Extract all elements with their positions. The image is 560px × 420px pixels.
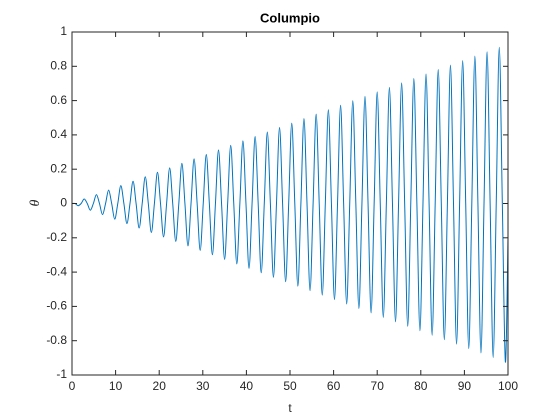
y-tick-label: 0.4 xyxy=(50,127,67,141)
x-tick-label: 90 xyxy=(458,379,472,393)
x-tick-label: 80 xyxy=(414,379,428,393)
x-axis-label: t xyxy=(288,401,292,415)
y-tick-label: -0.2 xyxy=(46,230,67,244)
y-tick-label: -0.4 xyxy=(46,264,67,278)
y-tick-label: 0.6 xyxy=(50,93,67,107)
plot-area xyxy=(72,32,508,375)
y-tick-label: 1 xyxy=(60,24,67,38)
x-tick-label: 10 xyxy=(109,379,123,393)
x-tick-label: 30 xyxy=(196,379,210,393)
y-tick-label: 0.2 xyxy=(50,161,67,175)
x-tick-label: 20 xyxy=(153,379,167,393)
x-tick-label: 100 xyxy=(498,379,518,393)
y-axis-label: θ xyxy=(28,199,43,206)
y-tick-label: -1 xyxy=(56,367,67,381)
x-tick-label: 40 xyxy=(240,379,254,393)
y-tick-label: 0 xyxy=(60,196,67,210)
x-tick-label: 70 xyxy=(371,379,385,393)
y-tick-label: -0.8 xyxy=(46,333,67,347)
chart-title: Columpio xyxy=(260,10,320,25)
x-tick-label: 50 xyxy=(283,379,297,393)
x-tick-label: 0 xyxy=(69,379,76,393)
line-series xyxy=(72,46,508,363)
y-tick-label: 0.8 xyxy=(50,58,67,72)
y-tick-label: -0.6 xyxy=(46,299,67,313)
x-tick-label: 60 xyxy=(327,379,341,393)
